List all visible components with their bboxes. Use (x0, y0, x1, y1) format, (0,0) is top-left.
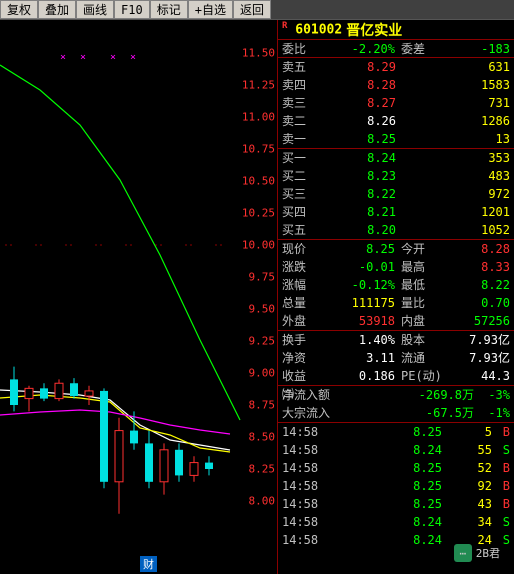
stat-row: 总量111175量比0.70 (278, 294, 514, 312)
y-tick: 10.25 (242, 207, 275, 220)
y-tick: 11.25 (242, 79, 275, 92)
asks-row: 卖二8.261286 (278, 112, 514, 130)
svg-text:×: × (80, 52, 86, 63)
tick-row: 14:588.2455S (278, 441, 514, 459)
weibi-row: 委比 -2.20% 委差 -183 (278, 40, 514, 58)
stock-code: R 601002 (282, 21, 342, 37)
y-tick: 8.25 (249, 463, 276, 476)
toolbar: 复权叠加画线F10标记+自选返回 (0, 0, 514, 20)
asks-row: 卖四8.281583 (278, 76, 514, 94)
y-tick: 9.50 (249, 303, 276, 316)
y-tick: 11.50 (242, 47, 275, 60)
asks-row: 卖三8.27731 (278, 94, 514, 112)
bids-row: 买二8.23483 (278, 167, 514, 185)
toolbar-复权[interactable]: 复权 (0, 0, 38, 19)
tick-row: 14:588.255B (278, 423, 514, 441)
stock-header: R 601002 晋亿实业 (278, 20, 514, 40)
stat-row: 收益㈡0.186PE(动)44.3 (278, 367, 514, 385)
tick-row: 14:588.2434S (278, 513, 514, 531)
stat-row: 涨幅-0.12%最低8.22 (278, 276, 514, 294)
y-tick: 9.25 (249, 335, 276, 348)
bids-row: 买四8.211201 (278, 203, 514, 221)
flow-row: 净流入额-269.8万-3% (278, 386, 514, 404)
watermark: ⋯ 2B君 (454, 544, 500, 562)
tick-row: 14:588.2543B (278, 495, 514, 513)
y-tick: 8.75 (249, 399, 276, 412)
y-tick: 11.00 (242, 111, 275, 124)
bids-row: 买一8.24353 (278, 149, 514, 167)
toolbar-返回[interactable]: 返回 (233, 0, 271, 19)
y-tick: 10.50 (242, 175, 275, 188)
toolbar-标记[interactable]: 标记 (150, 0, 188, 19)
stat-row: 涨跌-0.01最高8.33 (278, 258, 514, 276)
svg-text:×: × (130, 52, 136, 63)
tick-row: 14:588.2552B (278, 459, 514, 477)
svg-text:×: × (60, 52, 66, 63)
stock-name: 晋亿实业 (346, 20, 402, 40)
tick-row: 14:588.2592B (278, 477, 514, 495)
y-tick: 10.00 (242, 239, 275, 252)
stat-row: 换手1.40%股本7.93亿 (278, 331, 514, 349)
toolbar-+自选[interactable]: +自选 (188, 0, 233, 19)
asks-row: 卖五8.29631 (278, 58, 514, 76)
cai-badge: 财 (140, 556, 157, 572)
y-tick: 8.00 (249, 495, 276, 508)
y-tick: 9.75 (249, 271, 276, 284)
toolbar-画线[interactable]: 画线 (76, 0, 114, 19)
stat-row: 净资3.11流通7.93亿 (278, 349, 514, 367)
y-tick: 9.00 (249, 367, 276, 380)
bids-row: 买五8.201052 (278, 221, 514, 239)
kline-chart[interactable]: × × × × 11.50 11.25 11.00 10.75 10.50 10.25 10.00… (0, 20, 278, 574)
quote-panel: R 601002 晋亿实业 委比 -2.20% 委差 -183 卖五8.2963… (278, 20, 514, 574)
y-tick: 8.50 (249, 431, 276, 444)
asks-row: 卖一8.2513 (278, 130, 514, 148)
y-tick: 10.75 (242, 143, 275, 156)
svg-text:×: × (110, 52, 116, 63)
flow-row: 大宗流入-67.5万-1% (278, 404, 514, 422)
bids-row: 买三8.22972 (278, 185, 514, 203)
toolbar-F10[interactable]: F10 (114, 0, 150, 19)
toolbar-叠加[interactable]: 叠加 (38, 0, 76, 19)
wechat-icon: ⋯ (454, 544, 472, 562)
stat-row: 现价8.25今开8.28 (278, 240, 514, 258)
stat-row: 外盘53918内盘57256 (278, 312, 514, 330)
